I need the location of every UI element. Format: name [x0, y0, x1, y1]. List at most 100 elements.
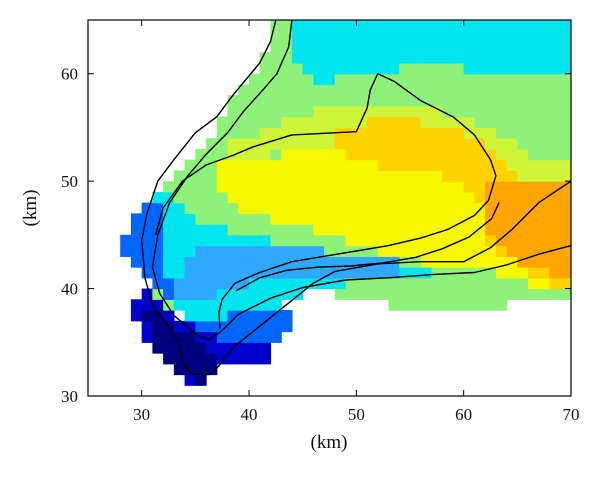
heatmap-cell: [206, 320, 218, 333]
heatmap-cell: [238, 320, 250, 333]
heatmap-cell: [259, 62, 272, 75]
heatmap-cell: [259, 310, 272, 322]
heatmap-cell: [431, 277, 443, 290]
y-tick-label: 30: [61, 387, 78, 406]
heatmap-cell: [281, 202, 293, 214]
heatmap-cell: [334, 30, 347, 43]
heatmap-cell: [463, 170, 475, 182]
heatmap-cell: [420, 170, 433, 182]
heatmap-cell: [270, 62, 282, 75]
heatmap-cell: [399, 148, 411, 161]
x-tick-label: 50: [348, 405, 365, 424]
heatmap-cell: [420, 181, 433, 193]
axis-ticks: 30 40 50 60 70 30 40 50 60: [61, 20, 580, 424]
heatmap-cell: [452, 62, 465, 75]
heatmap-cell: [420, 191, 433, 204]
heatmap-cell: [538, 288, 551, 300]
heatmap-cell: [302, 30, 314, 43]
heatmap-cell: [452, 148, 465, 161]
heatmap-cell: [206, 148, 218, 161]
heatmap-cell: [281, 234, 293, 247]
heatmap-cell: [452, 288, 465, 300]
heatmap-cell: [141, 288, 153, 300]
heatmap-cell: [291, 41, 304, 53]
heatmap-cell: [452, 191, 465, 204]
heatmap-cell: [377, 148, 390, 161]
heatmap-cell: [410, 105, 422, 118]
heatmap-cell: [549, 267, 561, 279]
heatmap-cell: [560, 84, 571, 96]
heatmap-cell: [431, 20, 443, 32]
heatmap-cell: [538, 213, 551, 225]
heatmap-cell: [517, 256, 529, 268]
heatmap-cell: [291, 62, 304, 75]
heatmap-cell: [517, 20, 529, 32]
heatmap-cell: [560, 159, 571, 171]
heatmap-cell: [442, 202, 454, 214]
heatmap-cell: [506, 277, 518, 290]
heatmap-cell: [270, 127, 282, 139]
heatmap-cell: [356, 84, 368, 96]
heatmap-cell: [345, 213, 357, 225]
heatmap-cell: [173, 202, 186, 214]
heatmap-cell: [367, 138, 379, 150]
heatmap-cell: [291, 256, 304, 268]
heatmap-cell: [291, 52, 304, 64]
heatmap-cell: [302, 159, 314, 171]
heatmap-cell: [334, 116, 347, 129]
heatmap-cell: [495, 288, 508, 300]
heatmap-cell: [410, 299, 422, 311]
heatmap-cell: [238, 267, 250, 279]
heatmap-cell: [388, 170, 400, 182]
heatmap-cell: [495, 277, 508, 290]
heatmap-cell: [495, 213, 508, 225]
heatmap-cell: [130, 299, 143, 311]
heatmap-cell: [517, 30, 529, 43]
heatmap-cell: [452, 202, 465, 214]
heatmap-cell: [495, 73, 508, 86]
heatmap-cell: [560, 234, 571, 247]
heatmap-cell: [485, 234, 497, 247]
heatmap-cell: [517, 170, 529, 182]
heatmap-cell: [517, 277, 529, 290]
heatmap-cell: [152, 277, 164, 290]
heatmap-cell: [474, 73, 486, 86]
heatmap-cell: [130, 310, 143, 322]
heatmap-cell: [345, 202, 357, 214]
heatmap-cell: [163, 202, 175, 214]
heatmap-cell: [485, 277, 497, 290]
heatmap-cell: [431, 170, 443, 182]
heatmap-cell: [367, 288, 379, 300]
heatmap-cell: [216, 245, 229, 257]
heatmap-cell: [302, 191, 314, 204]
heatmap-cell: [506, 138, 518, 150]
heatmap-cell: [184, 353, 196, 365]
heatmap-cell: [291, 267, 304, 279]
heatmap-cell: [474, 159, 486, 171]
heatmap-cell: [560, 191, 571, 204]
heatmap-cell: [227, 159, 239, 171]
heatmap-cell: [367, 20, 379, 32]
heatmap-cell: [270, 234, 282, 247]
heatmap-cell: [410, 170, 422, 182]
heatmap-cell: [356, 181, 368, 193]
heatmap-cell: [506, 30, 518, 43]
heatmap-cell: [238, 159, 250, 171]
heatmap-cell: [281, 41, 293, 53]
heatmap-cell: [302, 52, 314, 64]
heatmap-cell: [442, 299, 454, 311]
heatmap-cell: [302, 256, 314, 268]
heatmap-cell: [238, 342, 250, 354]
heatmap-cell: [249, 342, 261, 354]
heatmap-cell: [173, 224, 186, 236]
heatmap-cell: [141, 213, 153, 225]
heatmap-cell: [259, 320, 272, 333]
heatmap-cell: [442, 73, 454, 86]
heatmap-cell: [152, 245, 164, 257]
heatmap-cell: [474, 84, 486, 96]
heatmap-cell: [442, 138, 454, 150]
heatmap-cell: [206, 353, 218, 365]
heatmap-cell: [549, 224, 561, 236]
heatmap-cell: [173, 234, 186, 247]
